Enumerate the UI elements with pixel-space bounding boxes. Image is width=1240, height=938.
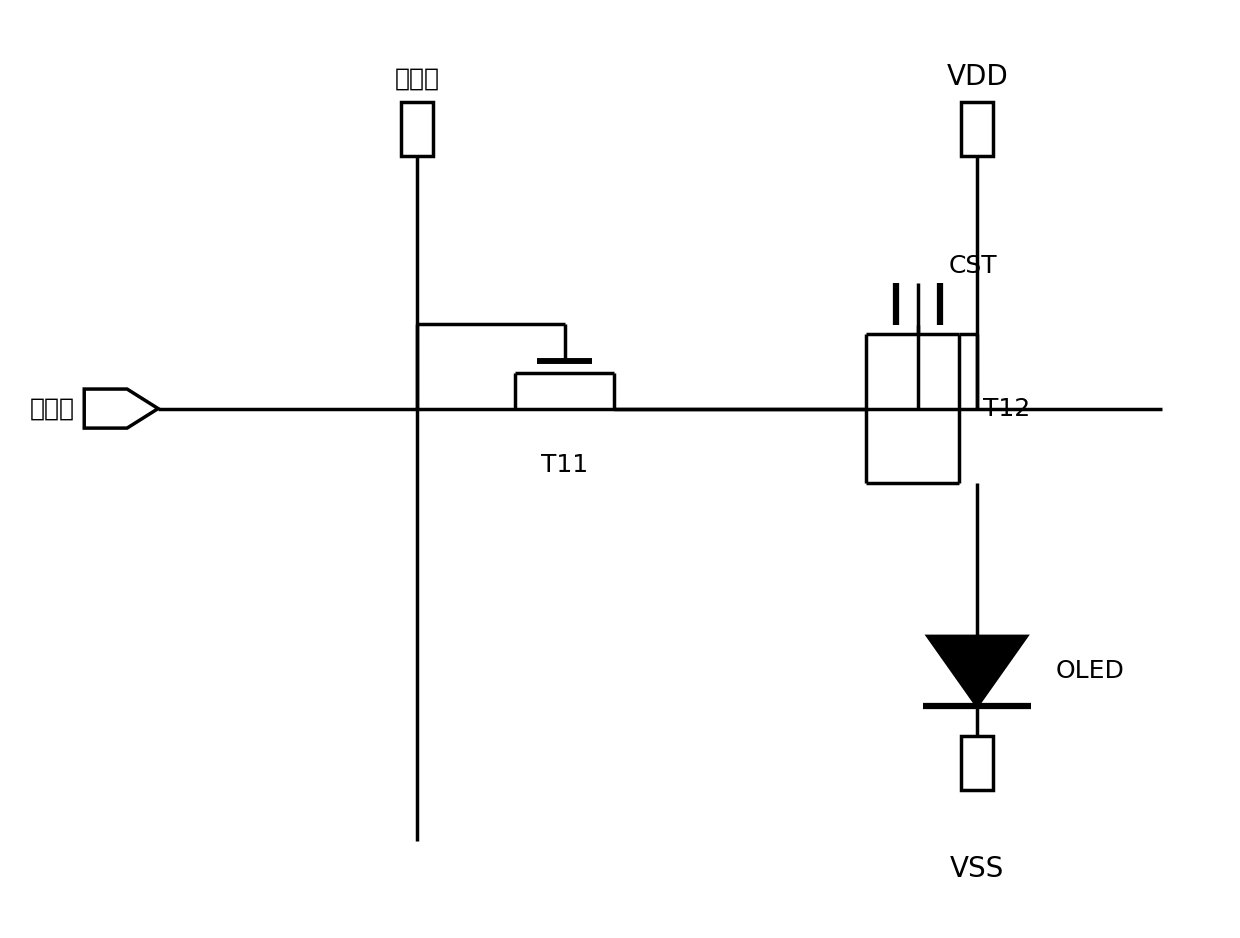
Text: T12: T12 [983,397,1030,420]
Polygon shape [928,636,1027,706]
Polygon shape [961,735,993,790]
Text: VDD: VDD [946,63,1008,91]
Text: CST: CST [949,254,997,279]
Polygon shape [961,102,993,156]
Text: 扫描线: 扫描线 [30,397,74,420]
Polygon shape [84,389,159,428]
Text: 数据线: 数据线 [394,67,439,91]
Text: OLED: OLED [1056,659,1125,683]
Text: VSS: VSS [950,855,1004,883]
Polygon shape [401,102,433,156]
Text: T11: T11 [541,453,588,477]
